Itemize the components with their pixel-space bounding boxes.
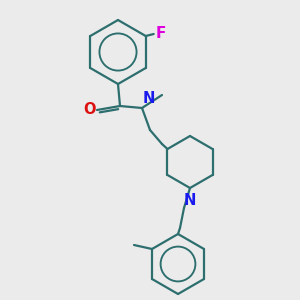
Text: N: N [143, 91, 155, 106]
Text: O: O [83, 103, 95, 118]
Text: F: F [156, 26, 166, 40]
Text: N: N [184, 193, 196, 208]
